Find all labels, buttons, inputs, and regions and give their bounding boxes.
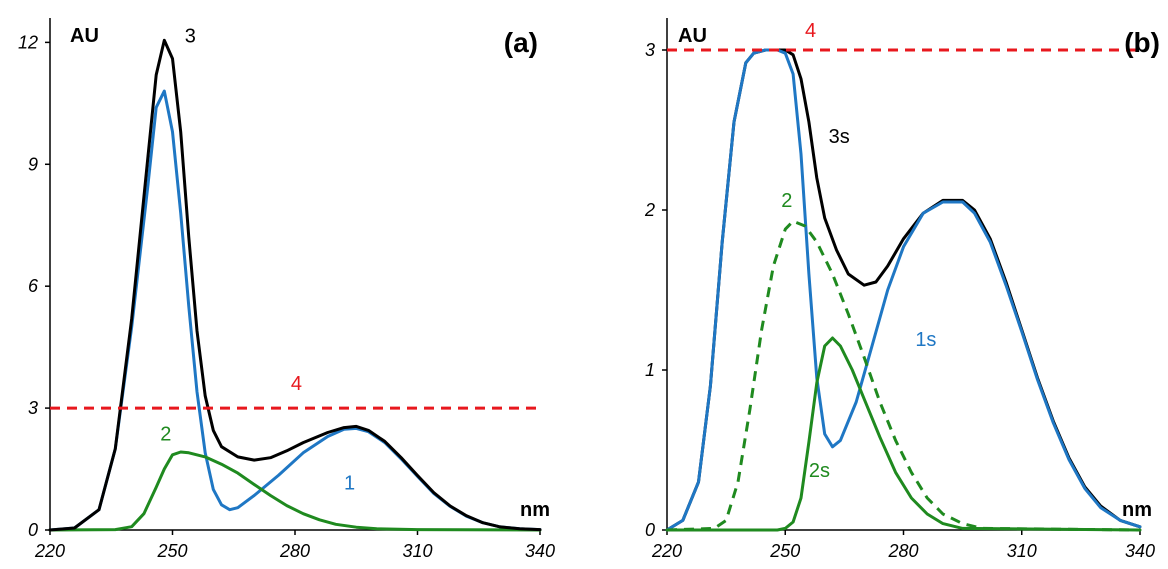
series-line-1s <box>665 48 1142 532</box>
series-line-2 <box>666 219 1141 532</box>
series-label-2: 2 <box>781 190 792 212</box>
series-label-1: 1 <box>344 472 355 494</box>
series-line-2s <box>665 336 1142 532</box>
y-tick-label: 0 <box>645 520 655 540</box>
y-tick-label: 3 <box>645 40 655 60</box>
y-tick-label: 9 <box>28 154 38 174</box>
x-tick-label: 250 <box>769 541 800 561</box>
x-tick-label: 250 <box>156 541 187 561</box>
panel-label: (a) <box>504 27 538 58</box>
series-label-4: 4 <box>291 373 302 395</box>
series-line-3 <box>48 38 542 532</box>
x-tick-label: 280 <box>279 541 310 561</box>
x-tick-label: 340 <box>525 541 555 561</box>
series-line-1 <box>48 89 542 532</box>
series-label-2s: 2s <box>809 460 830 482</box>
series-line-2 <box>48 450 542 532</box>
panel-label: (b) <box>1124 27 1160 58</box>
y-tick-label: 1 <box>645 360 655 380</box>
y-tick-label: 0 <box>28 520 38 540</box>
x-tick-label: 220 <box>651 541 682 561</box>
y-tick-label: 3 <box>28 398 38 418</box>
x-tick-label: 280 <box>887 541 918 561</box>
x-axis-label: nm <box>520 499 550 521</box>
x-axis-label: nm <box>1122 499 1152 521</box>
y-tick-label: 6 <box>28 276 39 296</box>
x-tick-label: 340 <box>1125 541 1155 561</box>
y-axis-label: AU <box>70 25 99 47</box>
series-label-3s: 3s <box>829 126 850 148</box>
series-label-3: 3 <box>185 25 196 47</box>
x-tick-label: 220 <box>34 541 65 561</box>
y-axis-label: AU <box>678 25 707 47</box>
y-tick-label: 12 <box>18 32 38 52</box>
series-label-1s: 1s <box>915 329 936 351</box>
series-label-4: 4 <box>805 20 816 42</box>
panel-b: 0 1 2 3 220 250 280 310 340 3s 1s 2 2s 4 AU nm (b) <box>644 18 1160 561</box>
series-label-2: 2 <box>160 424 171 446</box>
x-tick-label: 310 <box>1007 541 1037 561</box>
x-tick-label: 310 <box>402 541 432 561</box>
y-tick-label: 2 <box>644 200 655 220</box>
